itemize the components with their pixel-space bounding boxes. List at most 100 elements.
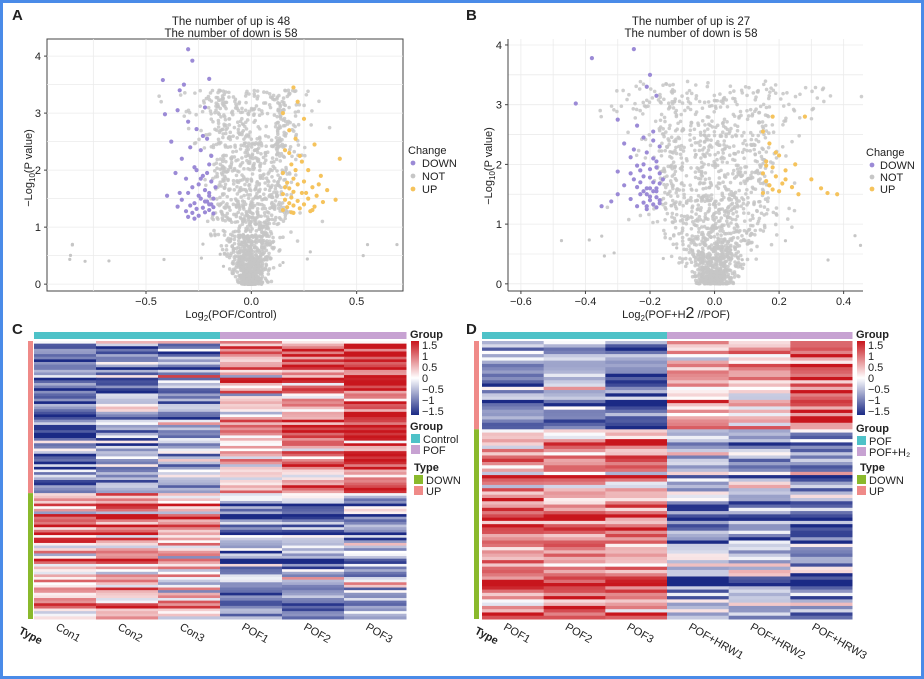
heatmap-cell	[728, 426, 791, 430]
point-not	[766, 114, 771, 119]
heatmap-cell	[220, 500, 283, 505]
point-not	[293, 173, 298, 177]
point-not	[668, 236, 673, 241]
heatmap-cell	[282, 495, 345, 499]
point-down	[573, 101, 578, 106]
point-not	[685, 261, 689, 266]
point-down	[657, 201, 662, 206]
color-scale-tick: 0.5	[422, 362, 437, 374]
point-not	[705, 252, 710, 257]
heatmap-cell	[282, 503, 345, 507]
heatmap-cell	[96, 529, 159, 533]
heatmap-cell	[667, 514, 730, 519]
point-not	[238, 224, 242, 228]
heatmap-cell	[543, 452, 606, 456]
heatmap-cell	[482, 514, 545, 519]
heatmap-cell	[482, 367, 545, 371]
heatmap-cell	[344, 422, 407, 426]
point-not	[714, 245, 719, 250]
point-not	[246, 196, 251, 201]
point-not	[690, 206, 694, 210]
point-not	[227, 267, 232, 271]
point-not	[703, 243, 708, 248]
heatmap-c-type-down: DOWN	[426, 475, 461, 487]
point-not	[673, 219, 678, 223]
heatmap-cell	[282, 424, 345, 429]
point-not	[243, 279, 248, 284]
point-down	[160, 77, 165, 83]
point-not	[745, 93, 749, 98]
heatmap-cell	[96, 348, 159, 352]
heatmap-cell	[605, 448, 668, 453]
point-not	[228, 208, 232, 212]
group-bar-segment	[667, 332, 730, 339]
heatmap-cell	[96, 548, 159, 552]
heatmap-cell	[34, 385, 97, 389]
heatmap-cell	[482, 406, 545, 411]
point-not	[223, 143, 228, 147]
heatmap-d-legend: Group 1.510.50−0.5−1−1.5 Group POF POF+H…	[856, 329, 910, 498]
heatmap-cell	[667, 573, 730, 577]
point-not	[682, 192, 686, 197]
point-not	[226, 178, 230, 183]
heatmap-cell	[667, 393, 730, 398]
point-not	[260, 206, 265, 211]
point-not	[732, 272, 737, 276]
heatmap-cell	[220, 511, 283, 515]
heatmap-cell	[34, 472, 97, 476]
point-not	[726, 196, 731, 201]
point-not	[746, 114, 751, 118]
heatmap-cell	[605, 494, 668, 499]
heatmap-cell	[344, 485, 407, 489]
point-not	[239, 195, 244, 199]
heatmap-cell	[282, 490, 345, 494]
heatmap-cell	[96, 398, 159, 402]
point-down	[622, 141, 627, 146]
heatmap-cell	[282, 537, 345, 541]
heatmap-cell	[220, 440, 283, 444]
point-not	[762, 213, 766, 217]
heatmap-cell	[482, 543, 545, 548]
heatmap-cell	[728, 566, 791, 571]
heatmap-cell	[220, 419, 283, 423]
point-not	[250, 153, 255, 158]
heatmap-cell	[728, 399, 791, 404]
heatmap-cell	[344, 409, 407, 413]
heatmap-cell	[34, 511, 97, 515]
heatmap-cell	[482, 550, 545, 555]
heatmap-cell	[790, 448, 853, 453]
point-not	[706, 81, 710, 85]
point-not	[699, 268, 703, 272]
point-up	[783, 177, 788, 182]
point-not	[262, 210, 267, 215]
point-up	[760, 190, 766, 196]
heatmap-c-type-title: Type	[414, 462, 439, 474]
point-not	[236, 108, 241, 113]
heatmap-cell	[667, 491, 730, 496]
point-not	[698, 217, 703, 222]
point-not	[679, 214, 684, 218]
heatmap-cell	[34, 605, 97, 610]
point-not	[661, 196, 666, 201]
point-not	[107, 259, 111, 263]
sample-label: POF+HRW3	[810, 621, 869, 662]
point-down	[628, 155, 633, 160]
point-not	[246, 144, 251, 148]
heatmap-cell	[96, 401, 159, 405]
point-not	[260, 266, 265, 270]
heatmap-cell	[220, 464, 283, 468]
heatmap-cell	[790, 484, 853, 489]
point-not	[194, 112, 198, 117]
heatmap-cell	[790, 399, 853, 404]
point-not	[713, 165, 717, 170]
point-not	[258, 281, 262, 286]
heatmap-cell	[482, 416, 545, 420]
point-not	[671, 82, 675, 87]
point-not	[716, 236, 720, 240]
heatmap-cell	[344, 584, 407, 589]
heatmap-cell	[543, 609, 606, 613]
heatmap-cell	[728, 386, 791, 391]
heatmap-cell	[282, 359, 345, 363]
point-not	[249, 137, 254, 141]
point-not	[688, 237, 693, 242]
